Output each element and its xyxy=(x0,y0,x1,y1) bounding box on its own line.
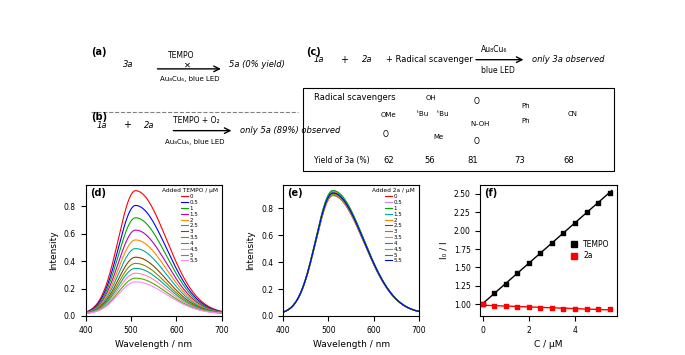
Text: Ph: Ph xyxy=(521,103,530,109)
Point xyxy=(581,306,592,312)
Text: only 3a observed: only 3a observed xyxy=(532,55,604,64)
Point xyxy=(581,209,592,215)
Point xyxy=(488,290,499,296)
Text: (c): (c) xyxy=(306,47,321,56)
Text: TEMPO: TEMPO xyxy=(168,51,195,60)
Point xyxy=(535,305,546,311)
Point xyxy=(523,260,534,266)
Text: O: O xyxy=(473,137,479,146)
Point xyxy=(523,304,534,310)
Point xyxy=(547,240,558,246)
Point xyxy=(512,271,523,276)
Point xyxy=(477,301,488,307)
Point xyxy=(558,306,569,311)
Text: Ph: Ph xyxy=(521,119,530,125)
Text: +: + xyxy=(123,120,131,130)
Text: 62: 62 xyxy=(383,156,394,165)
Point xyxy=(488,303,499,308)
Point xyxy=(558,230,569,236)
Text: (d): (d) xyxy=(90,189,105,198)
Point xyxy=(604,190,615,195)
Text: + Radical scavenger: + Radical scavenger xyxy=(386,55,473,64)
FancyBboxPatch shape xyxy=(303,88,614,171)
Text: Yield of 3a (%): Yield of 3a (%) xyxy=(314,156,369,165)
Point xyxy=(500,304,511,309)
Text: 2a: 2a xyxy=(144,121,155,130)
X-axis label: Wavelength / nm: Wavelength / nm xyxy=(312,340,390,349)
Point xyxy=(512,304,523,310)
X-axis label: Wavelength / nm: Wavelength / nm xyxy=(115,340,192,349)
Text: 1a: 1a xyxy=(314,55,325,64)
Point xyxy=(477,301,488,307)
Legend: 0, 0.5, 1, 1.5, 2, 2.5, 3, 3.5, 4, 4.5, 5, 5.5: 0, 0.5, 1, 1.5, 2, 2.5, 3, 3.5, 4, 4.5, … xyxy=(371,187,416,264)
Text: 56: 56 xyxy=(424,156,435,165)
Point xyxy=(569,220,580,226)
Text: 73: 73 xyxy=(514,156,525,165)
Text: N–OH: N–OH xyxy=(470,121,489,127)
Point xyxy=(604,306,615,312)
Text: 1a: 1a xyxy=(96,121,107,130)
Text: Au₈Cu₆, blue LED: Au₈Cu₆, blue LED xyxy=(165,140,225,146)
Text: 5a (0% yield): 5a (0% yield) xyxy=(229,60,285,70)
Text: 2a: 2a xyxy=(362,55,372,64)
Text: TEMPO + O₂: TEMPO + O₂ xyxy=(173,116,220,125)
X-axis label: C / μM: C / μM xyxy=(534,340,562,349)
Text: +: + xyxy=(340,55,349,65)
Text: ✕: ✕ xyxy=(184,60,191,70)
Text: blue LED: blue LED xyxy=(481,66,515,75)
Legend: 0, 0.5, 1, 1.5, 2, 2.5, 3, 3.5, 4, 4.5, 5, 5.5: 0, 0.5, 1, 1.5, 2, 2.5, 3, 3.5, 4, 4.5, … xyxy=(161,187,219,264)
Y-axis label: Intensity: Intensity xyxy=(247,230,256,270)
Text: (a): (a) xyxy=(91,47,106,56)
Text: Me: Me xyxy=(434,134,444,140)
Legend: TEMPO, 2a: TEMPO, 2a xyxy=(568,237,612,263)
Text: Radical scavengers: Radical scavengers xyxy=(314,93,395,102)
Text: OMe: OMe xyxy=(380,112,396,118)
Text: only 5a (89%) observed: only 5a (89%) observed xyxy=(240,126,340,135)
Text: OH: OH xyxy=(425,95,436,101)
Text: 3a: 3a xyxy=(123,60,134,70)
Point xyxy=(500,281,511,286)
Text: ᵗBu    ᵗBu: ᵗBu ᵗBu xyxy=(417,110,449,116)
Text: (e): (e) xyxy=(287,189,303,198)
Text: CN: CN xyxy=(568,110,577,116)
Point xyxy=(569,306,580,311)
Text: 68: 68 xyxy=(563,156,574,165)
Y-axis label: Intensity: Intensity xyxy=(49,230,58,270)
Point xyxy=(593,306,603,312)
Text: (b): (b) xyxy=(91,112,107,122)
Text: Au₈Cu₆: Au₈Cu₆ xyxy=(481,45,508,54)
Text: O: O xyxy=(473,97,479,106)
Text: Au₈Cu₆, blue LED: Au₈Cu₆, blue LED xyxy=(160,76,219,82)
Y-axis label: I₀ / I: I₀ / I xyxy=(439,241,448,259)
Point xyxy=(593,200,603,206)
Point xyxy=(547,305,558,311)
Text: 81: 81 xyxy=(468,156,479,165)
Text: (f): (f) xyxy=(484,189,498,198)
Text: O: O xyxy=(383,130,389,139)
Point xyxy=(535,250,546,256)
